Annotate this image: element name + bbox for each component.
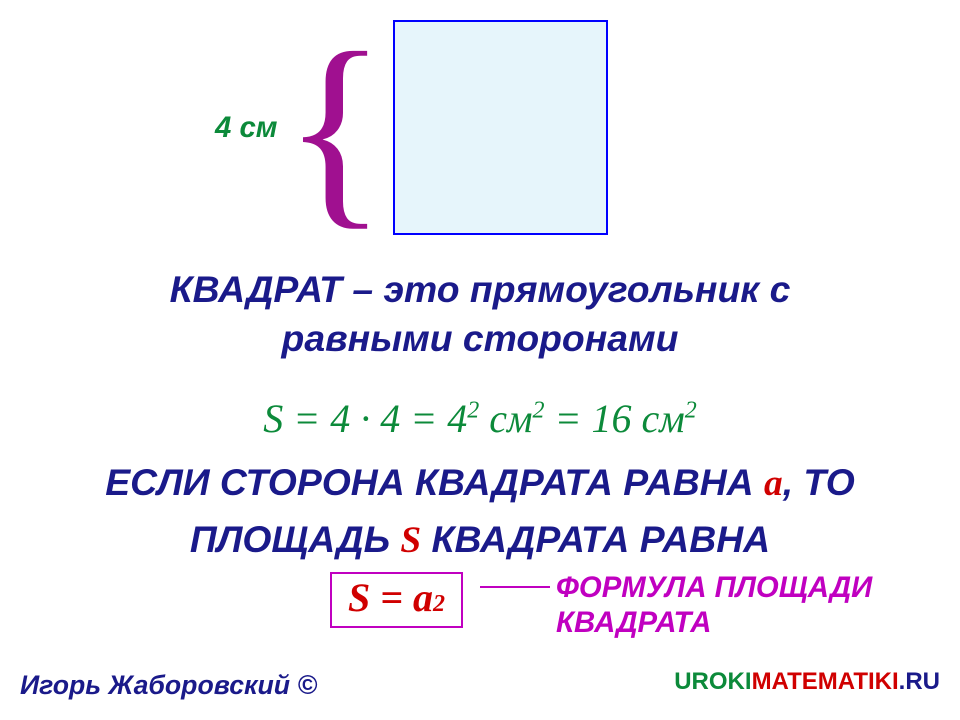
dimension-label: 4 см — [215, 111, 277, 145]
formula-box: S = a2 — [330, 572, 463, 628]
definition-line-2: равными сторонами — [282, 317, 679, 359]
rule-line-1-pre: ЕСЛИ СТОРОНА КВАДРАТА РАВНА — [105, 461, 764, 503]
caption-line-2: КВАДРАТА — [556, 606, 711, 639]
rule-line-1-post: , ТО — [783, 461, 855, 503]
variable-s: S — [400, 520, 421, 561]
rule-text: ЕСЛИ СТОРОНА КВАДРАТА РАВНА a, ТО ПЛОЩАД… — [45, 455, 915, 569]
definition-line-1: КВАДРАТ – это прямоугольник с — [170, 268, 791, 310]
rule-line-2-pre: ПЛОЩАДЬ — [190, 518, 401, 560]
site-part-3: .RU — [899, 668, 940, 695]
square-shape — [393, 20, 608, 235]
site-part-1: UROKI — [674, 668, 751, 695]
brace-wrap: { — [283, 20, 386, 235]
rule-line-2-post: КВАДРАТА РАВНА — [421, 518, 770, 560]
formula-worked: S = 4 · 4 = 42 см2 = 16 см2 — [50, 395, 910, 442]
slide: 4 см { КВАДРАТ – это прямоугольник с рав… — [0, 0, 960, 720]
connector-line — [480, 586, 550, 588]
curly-brace: { — [283, 20, 386, 235]
formula-caption: ФОРМУЛА ПЛОЩАДИ КВАДРАТА — [556, 570, 872, 640]
site-url: UROKIMATEMATIKI.RU — [674, 668, 940, 696]
caption-line-1: ФОРМУЛА ПЛОЩАДИ — [556, 571, 872, 604]
definition-text: КВАДРАТ – это прямоугольник с равными ст… — [50, 265, 910, 362]
author-credit: Игорь Жаборовский © — [20, 671, 317, 700]
variable-a: a — [764, 463, 783, 504]
site-part-2: MATEMATIKI — [752, 668, 899, 695]
figure-group: 4 см { — [215, 20, 608, 235]
